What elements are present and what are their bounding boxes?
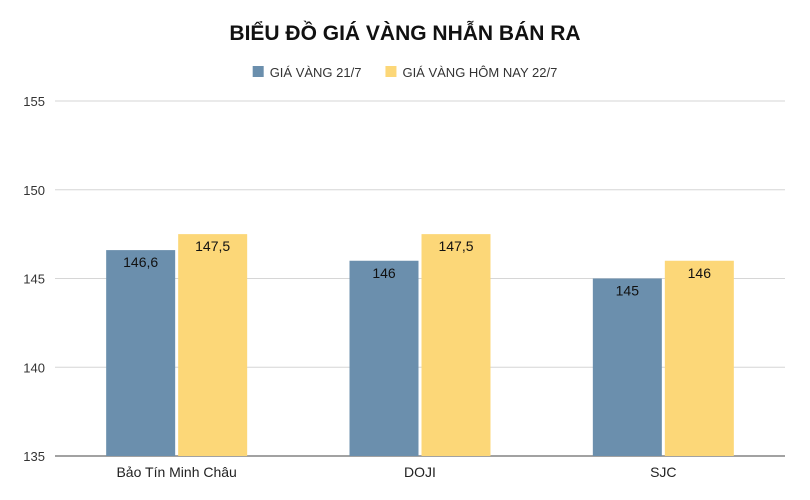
- bars: 146,6 147,5 146 147,5 145 146: [106, 234, 734, 456]
- legend: GIÁ VÀNG 21/7 GIÁ VÀNG HÔM NAY 22/7: [252, 65, 557, 80]
- bar-value-label: 147,5: [438, 238, 473, 254]
- bar-value-label: 147,5: [195, 238, 230, 254]
- chart-title: BIỂU ĐỒ GIÁ VÀNG NHẪN BÁN RA: [229, 21, 580, 45]
- y-tick-label: 145: [23, 272, 45, 287]
- bar-value-label: 145: [616, 283, 640, 299]
- legend-swatch: [385, 66, 397, 77]
- legend-label: GIÁ VÀNG HÔM NAY 22/7: [402, 65, 557, 80]
- x-axis: Bảo Tín Minh Châu DOJI SJC: [116, 464, 676, 480]
- grid: [55, 100, 785, 457]
- bar: [421, 234, 491, 456]
- bar: [349, 260, 419, 456]
- y-axis: 135 140 145 150 155: [23, 94, 45, 464]
- x-tick-label: Bảo Tín Minh Châu: [116, 464, 236, 480]
- y-tick-label: 155: [23, 94, 45, 109]
- legend-label: GIÁ VÀNG 21/7: [270, 65, 362, 80]
- legend-item: GIÁ VÀNG HÔM NAY 22/7: [385, 65, 557, 80]
- legend-swatch: [252, 66, 264, 77]
- y-tick-label: 135: [23, 449, 45, 464]
- bar: [592, 278, 662, 456]
- x-tick-label: SJC: [650, 464, 676, 480]
- bar-value-label: 146: [688, 265, 712, 281]
- bar: [106, 250, 176, 456]
- y-tick-label: 150: [23, 183, 45, 198]
- bar: [664, 260, 734, 456]
- x-tick-label: DOJI: [404, 464, 436, 480]
- bar-value-label: 146: [372, 265, 396, 281]
- legend-item: GIÁ VÀNG 21/7: [252, 65, 362, 80]
- bar-value-label: 146,6: [123, 254, 158, 270]
- y-tick-label: 140: [23, 360, 45, 375]
- bar: [178, 234, 248, 456]
